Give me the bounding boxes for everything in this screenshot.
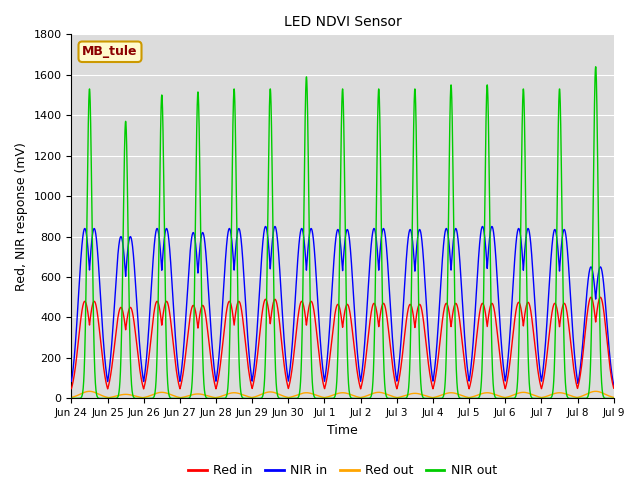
Text: MB_tule: MB_tule xyxy=(83,45,138,58)
Y-axis label: Red, NIR response (mV): Red, NIR response (mV) xyxy=(15,142,28,291)
Title: LED NDVI Sensor: LED NDVI Sensor xyxy=(284,15,401,29)
Legend: Red in, NIR in, Red out, NIR out: Red in, NIR in, Red out, NIR out xyxy=(183,459,502,480)
X-axis label: Time: Time xyxy=(327,424,358,437)
